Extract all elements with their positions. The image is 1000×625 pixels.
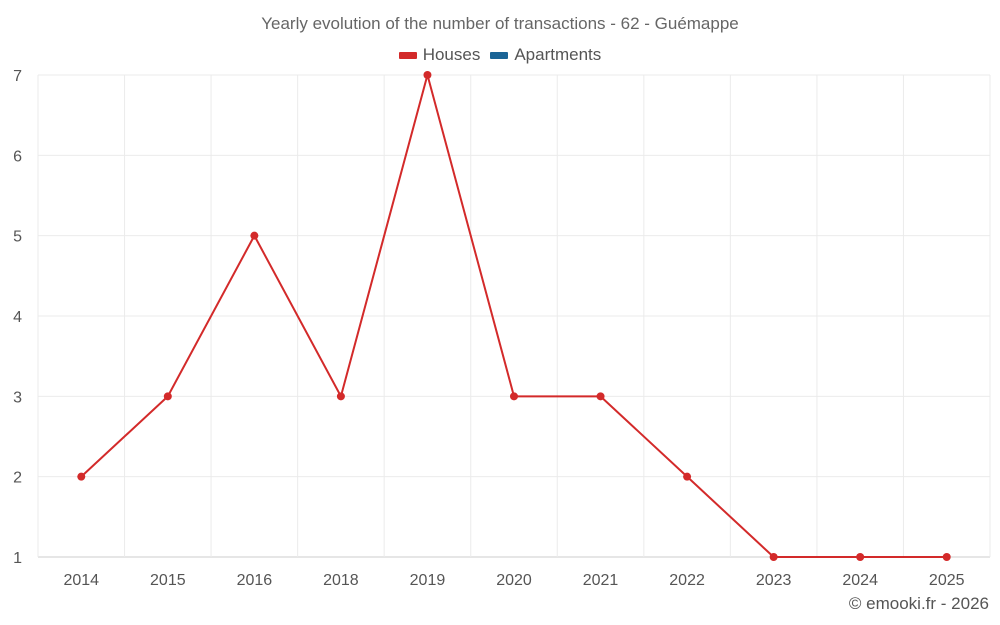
x-tick-label: 2024	[842, 572, 878, 589]
x-tick-label: 2015	[150, 572, 186, 589]
data-point	[942, 553, 951, 561]
legend-label-houses: Houses	[422, 45, 481, 64]
x-tick-label: 2025	[929, 572, 965, 589]
y-tick-label: 5	[13, 229, 22, 246]
legend-item-houses[interactable]: Houses	[398, 45, 481, 65]
legend-label-apartments: Apartments	[514, 45, 602, 64]
data-point	[163, 392, 172, 401]
legend-item-apartments[interactable]: Apartments	[490, 45, 601, 65]
data-point	[856, 553, 865, 561]
credit-text: © emooki.fr - 2026	[848, 594, 989, 613]
x-tick-label: 2022	[669, 572, 705, 589]
data-point	[250, 231, 259, 240]
legend-swatch-apartments	[490, 51, 509, 59]
data-point	[683, 472, 692, 481]
x-tick-label: 2023	[756, 572, 792, 589]
x-tick-label: 2019	[410, 572, 446, 589]
x-tick-label: 2014	[63, 572, 99, 589]
y-tick-label: 1	[13, 550, 22, 567]
data-point	[769, 553, 778, 561]
data-point	[77, 472, 86, 481]
x-tick-label: 2018	[323, 572, 359, 589]
x-tick-label: 2016	[237, 572, 273, 589]
data-point	[596, 392, 605, 401]
data-point	[510, 392, 518, 401]
chart-title: Yearly evolution of the number of transa…	[261, 14, 739, 33]
y-tick-label: 4	[13, 309, 22, 326]
legend-swatch-houses	[398, 51, 417, 59]
legend: Houses Apartments	[0, 45, 1000, 65]
x-tick-label: 2021	[583, 572, 619, 589]
y-tick-label: 2	[13, 470, 22, 487]
x-tick-label: 2020	[496, 572, 532, 589]
data-point	[336, 392, 345, 401]
y-tick-label: 3	[13, 389, 22, 406]
y-tick-label: 6	[13, 148, 22, 165]
y-tick-label: 7	[13, 68, 22, 85]
data-point	[423, 71, 432, 79]
